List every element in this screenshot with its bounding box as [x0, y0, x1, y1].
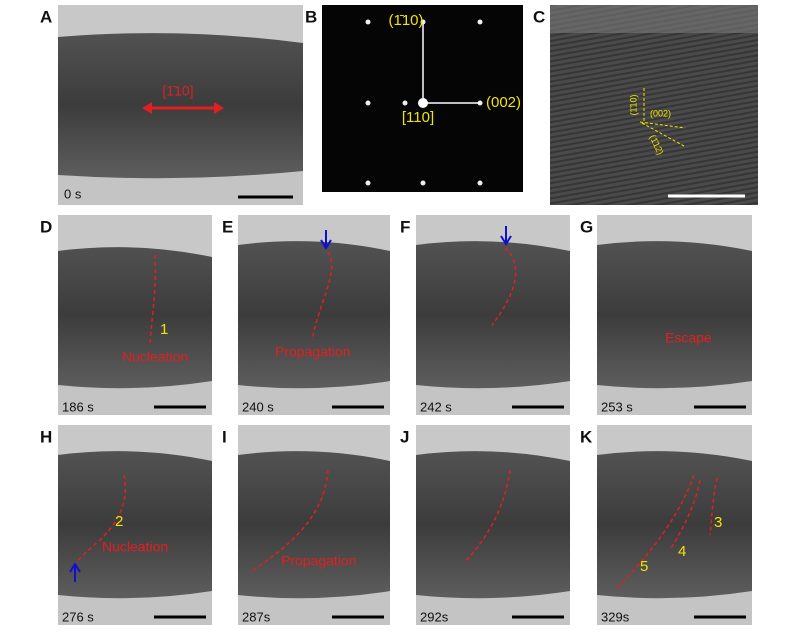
panel-label: I — [222, 427, 227, 446]
tem-image — [597, 425, 752, 625]
diffraction-spot — [420, 19, 426, 25]
time-label: 292s — [420, 609, 449, 624]
diffraction-spot — [365, 19, 371, 25]
vacuum-region — [416, 425, 570, 461]
time-label: 253 s — [601, 399, 633, 414]
panel-label: B — [305, 7, 317, 26]
vacuum-region — [238, 215, 390, 251]
dislocation-line — [249, 469, 329, 573]
event-label: Propagation — [281, 553, 357, 569]
vacuum-region — [416, 215, 570, 251]
panel-label: E — [222, 217, 233, 236]
dislocation-line — [73, 474, 127, 566]
tem-image — [416, 215, 570, 415]
vacuum-region — [597, 425, 752, 461]
dislocation-number: 1 — [160, 321, 168, 338]
plane-line — [639, 121, 686, 129]
dislocation-line — [491, 247, 517, 326]
time-label: 186 s — [62, 399, 94, 414]
dislocation-number: 3 — [714, 514, 722, 531]
event-label: Escape — [665, 330, 712, 346]
panel-label: J — [400, 427, 409, 446]
center-spot — [418, 98, 428, 108]
dislocation-line — [669, 479, 701, 551]
time-label: 240 s — [242, 399, 274, 414]
hrtem-image — [550, 5, 758, 205]
spot-label: (002) — [486, 94, 521, 111]
vacuum-region — [58, 215, 212, 257]
panel-label: K — [580, 427, 593, 446]
arrow-heads — [142, 102, 224, 114]
dislocation-line — [614, 474, 695, 591]
dislocation-number: 4 — [678, 543, 686, 560]
vacuum-region — [58, 5, 303, 43]
diffraction-spot — [420, 180, 426, 186]
vacuum-region — [597, 215, 752, 251]
diffraction-spot — [477, 180, 483, 186]
event-label: Nucleation — [102, 539, 168, 555]
dislocation-line — [464, 469, 511, 563]
spot-label: (1̄10) — [388, 12, 423, 29]
time-label: 276 s — [62, 609, 94, 624]
panel-label: F — [400, 217, 410, 236]
panel-label: A — [40, 7, 52, 26]
diffraction-spot — [365, 180, 371, 186]
diffraction-spot — [477, 19, 483, 25]
time-label: 242 s — [420, 399, 452, 414]
plane-line — [641, 122, 685, 147]
dislocation-number: 5 — [640, 558, 648, 575]
tem-image — [597, 215, 752, 415]
vacuum-region — [58, 425, 212, 461]
tem-image — [238, 425, 390, 625]
arrow — [69, 562, 81, 582]
panel-label: G — [580, 217, 593, 236]
panel-label: H — [40, 427, 52, 446]
time-label: 287s — [242, 609, 271, 624]
vacuum-region — [550, 5, 758, 33]
plane-label: (002) — [650, 108, 671, 118]
arrow — [500, 226, 512, 246]
diffraction-spot — [365, 100, 371, 106]
arrow — [320, 230, 332, 250]
direction-label: [1̄10] — [162, 83, 193, 99]
dislocation-line — [311, 251, 333, 341]
dislocation-line — [149, 254, 157, 346]
event-label: Propagation — [275, 344, 351, 360]
event-label: Nucleation — [122, 349, 188, 365]
plane-label: (1̄10) — [628, 94, 638, 115]
time-label: 0 s — [64, 186, 82, 201]
tem-image — [58, 425, 212, 625]
panel-label: C — [533, 7, 545, 26]
panel-label: D — [40, 217, 52, 236]
vacuum-region — [238, 425, 390, 461]
tem-image — [238, 215, 390, 415]
tem-image — [416, 425, 570, 625]
diffraction-spot — [402, 100, 408, 106]
time-label: 329s — [601, 609, 630, 624]
zone-axis-label: [110] — [402, 109, 434, 126]
dislocation-line — [709, 477, 718, 536]
dislocation-number: 2 — [115, 513, 123, 530]
